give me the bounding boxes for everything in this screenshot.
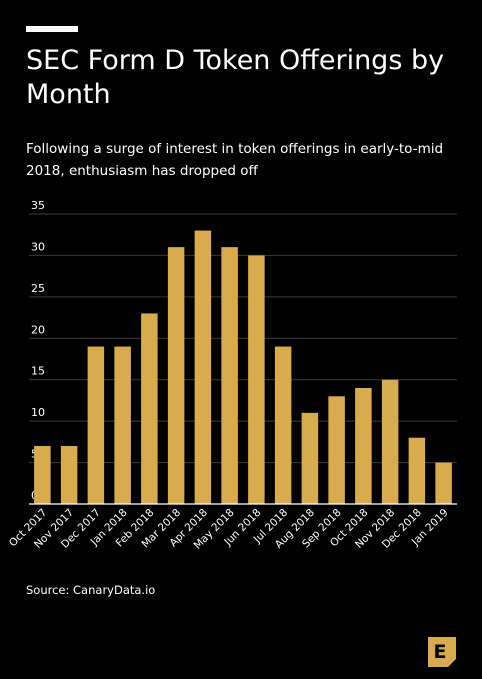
y-tick-label: 35 bbox=[31, 200, 45, 212]
publisher-logo-icon: E bbox=[428, 637, 456, 667]
bar bbox=[167, 247, 185, 504]
bar bbox=[301, 412, 319, 504]
bar bbox=[34, 446, 51, 504]
source-note: Source: CanaryData.io bbox=[26, 583, 156, 597]
bar bbox=[328, 396, 345, 504]
bar bbox=[381, 379, 399, 504]
bar bbox=[221, 247, 238, 504]
bar bbox=[114, 346, 131, 504]
y-tick-label: 10 bbox=[31, 406, 45, 419]
bar bbox=[355, 388, 372, 504]
title-accent-rule bbox=[26, 26, 78, 32]
bar bbox=[141, 313, 158, 504]
logo-badge bbox=[428, 637, 456, 667]
bar bbox=[60, 446, 78, 504]
chart-title: SEC Form D Token Offerings by Month bbox=[26, 45, 445, 110]
y-tick-label: 30 bbox=[31, 240, 45, 253]
bar bbox=[408, 437, 426, 504]
bar bbox=[435, 462, 452, 504]
bar bbox=[194, 230, 212, 505]
bar bbox=[248, 255, 265, 504]
y-tick-label: 15 bbox=[31, 365, 45, 378]
chart-subtitle: Following a surge of interest in token o… bbox=[26, 141, 444, 179]
y-tick-label: 20 bbox=[31, 323, 45, 336]
y-tick-label: 25 bbox=[31, 282, 45, 295]
logo-letter: E bbox=[434, 641, 447, 663]
bar bbox=[274, 346, 292, 504]
bar bbox=[87, 346, 105, 504]
